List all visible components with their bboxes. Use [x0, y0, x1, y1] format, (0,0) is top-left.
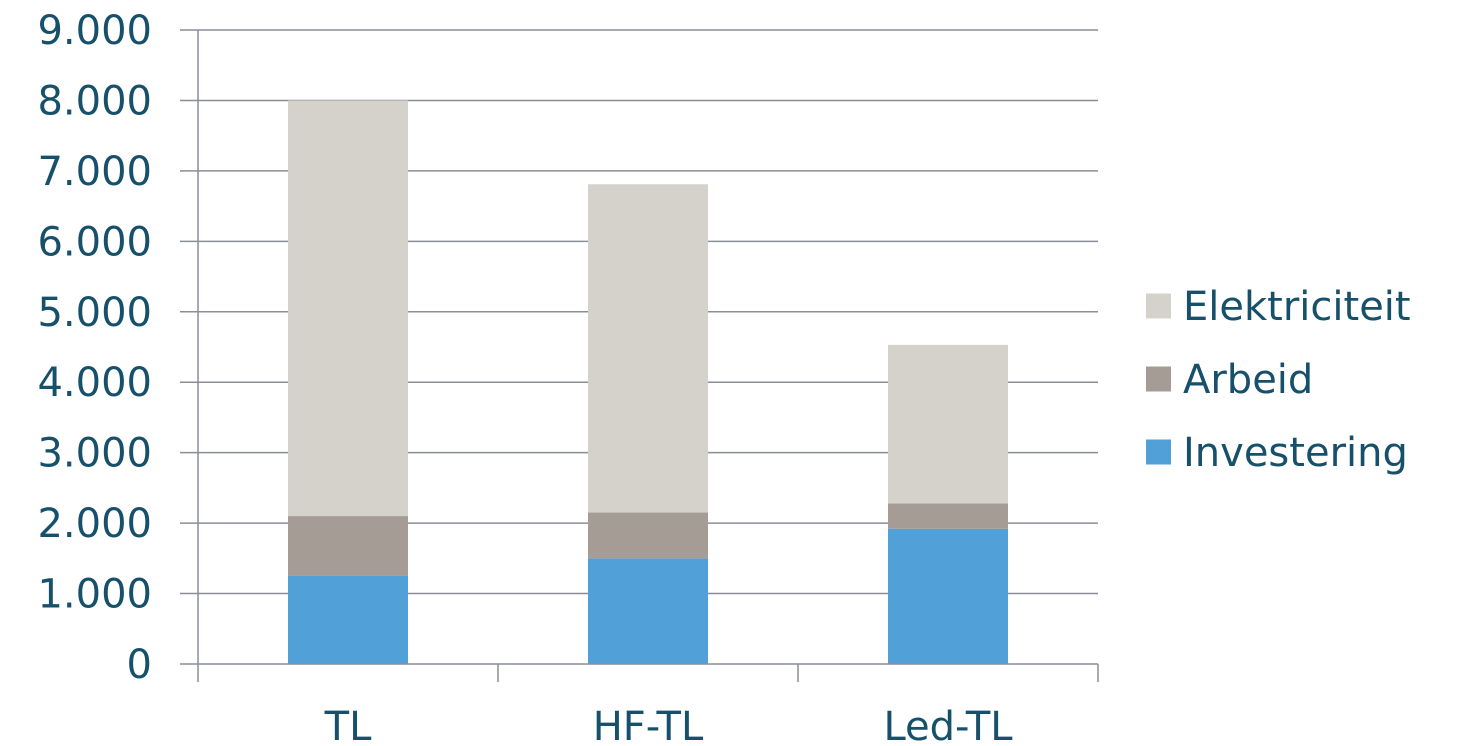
x-tick-label: TL	[324, 704, 372, 746]
y-tick-label: 3.000	[37, 431, 152, 477]
bar-arbeid-tl	[288, 516, 408, 576]
x-axis-tick-labels: TL HF-TL Led-TL	[324, 704, 1014, 746]
axes	[180, 29, 1099, 682]
legend-swatch-arbeid	[1146, 366, 1171, 392]
bar-investering-hf-tl	[588, 558, 708, 664]
bar-arbeid-hf-tl	[588, 512, 708, 559]
y-tick-label: 1.000	[37, 572, 152, 618]
y-tick-label: 5.000	[37, 290, 152, 336]
y-tick-label: 7.000	[37, 149, 152, 195]
bar-investering-led-tl	[888, 528, 1008, 664]
y-tick-label: 4.000	[37, 360, 152, 406]
bars	[288, 100, 1008, 664]
x-tick-label: HF-TL	[593, 704, 704, 746]
bar-elektriciteit-hf-tl	[588, 184, 708, 513]
y-tick-label: 6.000	[37, 219, 152, 265]
legend-label-investering: Investering	[1183, 430, 1408, 476]
x-tick-label: Led-TL	[883, 704, 1013, 746]
legend-label-elektriciteit: Elektriciteit	[1183, 284, 1411, 330]
y-tick-label: 8.000	[37, 78, 152, 124]
bar-elektriciteit-tl	[288, 100, 408, 517]
y-tick-label: 2.000	[37, 501, 152, 547]
legend-label-arbeid: Arbeid	[1183, 357, 1313, 403]
bar-elektriciteit-led-tl	[888, 344, 1008, 504]
bar-investering-tl	[288, 575, 408, 664]
legend-swatch-investering	[1146, 439, 1171, 465]
bar-arbeid-led-tl	[888, 503, 1008, 529]
y-tick-label: 9.000	[37, 8, 152, 54]
legend: Elektriciteit Arbeid Investering	[1146, 284, 1411, 476]
y-axis-tick-labels: 0 1.000 2.000 3.000 4.000 5.000 6.000 7.000 8.00…	[37, 8, 152, 688]
y-tick-label: 0	[127, 642, 152, 688]
legend-swatch-elektriciteit	[1146, 293, 1171, 319]
